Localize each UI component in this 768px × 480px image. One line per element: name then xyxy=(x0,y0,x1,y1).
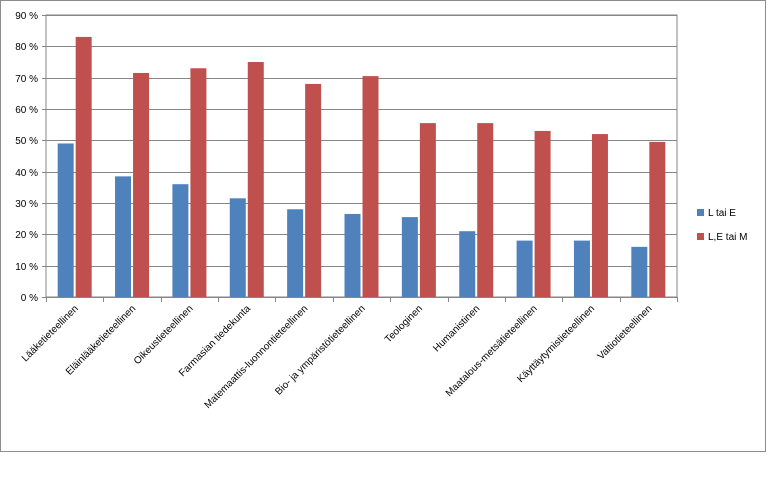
bar-l-tai-e xyxy=(344,213,361,297)
bar-l-e-tai-m xyxy=(362,76,379,297)
bar-l-e-tai-m xyxy=(305,83,322,297)
bar-l-e-tai-m xyxy=(75,36,92,297)
x-tick-label: Valtiotieteellinen xyxy=(596,303,655,362)
bar-l-tai-e xyxy=(115,176,132,297)
bar-l-tai-e xyxy=(172,184,189,297)
x-tick-label: Humanistinen xyxy=(431,303,482,354)
bar-l-e-tai-m xyxy=(591,134,608,297)
bar-l-e-tai-m xyxy=(247,62,264,297)
bar-l-tai-e xyxy=(631,246,648,297)
y-tick-label: 80 % xyxy=(15,42,38,53)
bar-l-tai-e xyxy=(57,143,74,297)
legend: L tai E L,E tai M xyxy=(697,208,747,243)
y-tick-label: 40 % xyxy=(15,168,38,179)
y-tick-label: 20 % xyxy=(15,230,38,241)
bar-l-e-tai-m xyxy=(190,68,207,298)
legend-swatch xyxy=(697,209,704,216)
bar-l-e-tai-m xyxy=(133,72,150,297)
bar-l-e-tai-m xyxy=(419,123,436,297)
bar-l-tai-e xyxy=(459,231,476,297)
legend-label: L,E tai M xyxy=(708,232,747,243)
y-tick-label: 50 % xyxy=(15,136,38,147)
bar-l-e-tai-m xyxy=(477,123,494,297)
legend-swatch xyxy=(697,233,704,240)
bar-l-tai-e xyxy=(516,240,533,297)
x-tick-label: Lääketieteellinen xyxy=(20,303,81,364)
bar-l-tai-e xyxy=(573,240,590,297)
bar-l-tai-e xyxy=(229,198,246,297)
x-tick-label: Oikeustieteellinen xyxy=(132,303,196,367)
axes: 0 % 10 % 20 % 30 % 40 % 50 % 60 % 70 % 80 % 90 % L… xyxy=(15,11,678,411)
y-tick-label: 60 % xyxy=(15,105,38,116)
bar-l-e-tai-m xyxy=(534,130,551,297)
y-tick-label: 0 % xyxy=(21,293,38,304)
y-tick-label: 70 % xyxy=(15,74,38,85)
legend-label: L tai E xyxy=(708,208,736,219)
y-tick-label: 90 % xyxy=(15,11,38,22)
y-tick-label: 10 % xyxy=(15,262,38,273)
bar-l-e-tai-m xyxy=(649,141,666,297)
bar-l-tai-e xyxy=(287,209,304,297)
y-tick-label: 30 % xyxy=(15,199,38,210)
bars xyxy=(57,36,666,298)
x-tick-label: Teologinen xyxy=(383,303,425,345)
x-tick-label: Matemaattis-luonnontieteellinen xyxy=(203,303,311,411)
x-tick-label: Maatalous-metsätieteellinen xyxy=(444,303,540,399)
bar-l-tai-e xyxy=(401,217,418,297)
